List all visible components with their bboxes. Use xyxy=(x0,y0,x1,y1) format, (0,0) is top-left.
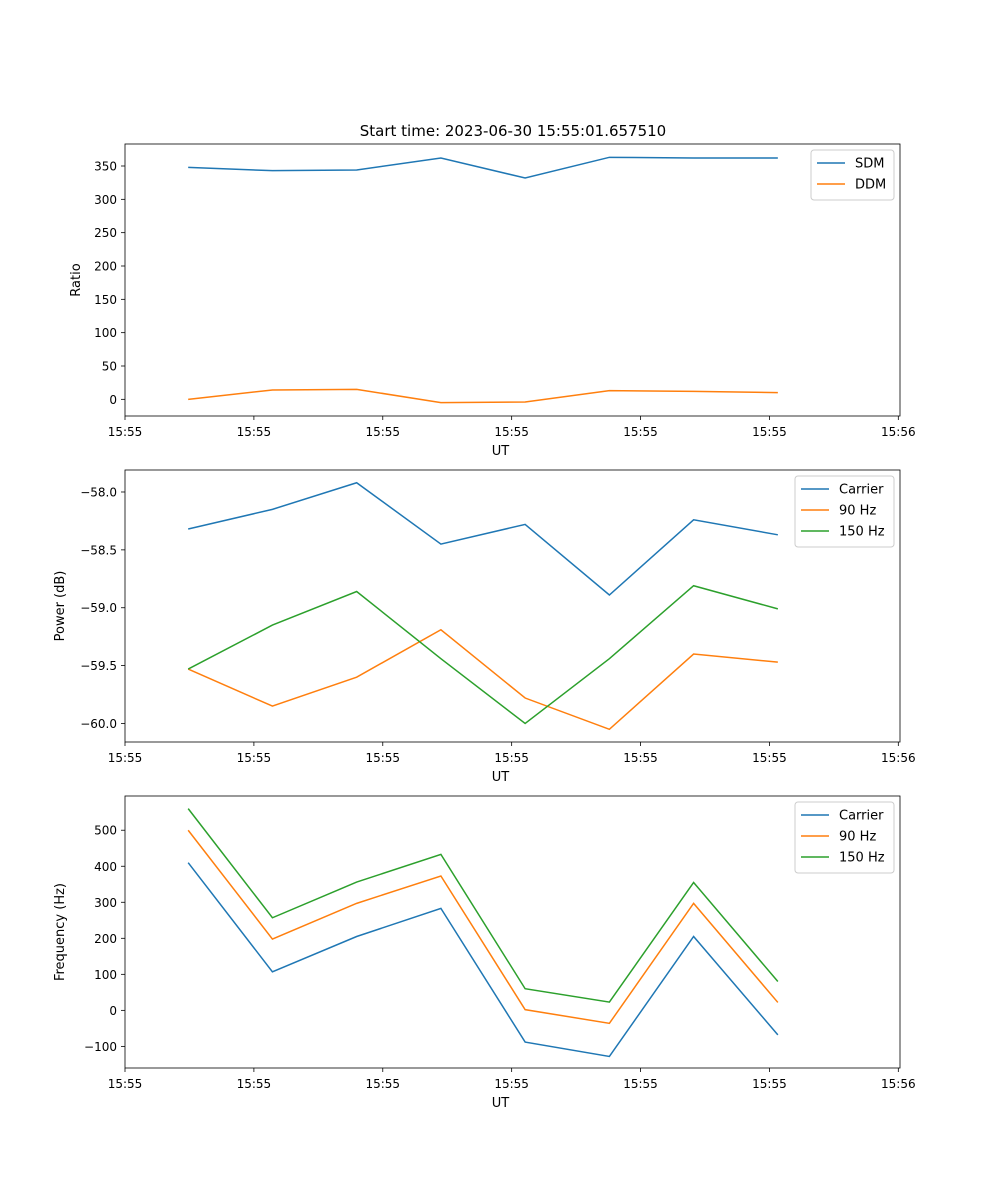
x-tick-label: 15:55 xyxy=(752,1077,787,1091)
series-line-carrier xyxy=(188,481,778,596)
legend: Carrier 90 Hz 150 Hz xyxy=(794,475,895,548)
x-axis-label: UT xyxy=(492,1096,510,1111)
series-line-sdm xyxy=(188,156,778,179)
x-tick-label: 15:55 xyxy=(365,751,400,765)
x-tick-label: 15:56 xyxy=(881,1077,916,1091)
x-tick-label: 15:55 xyxy=(623,425,658,439)
y-tick-label: −58.5 xyxy=(80,543,117,557)
y-tick-label: 200 xyxy=(94,260,117,274)
x-tick-label: 15:56 xyxy=(881,425,916,439)
y-tick-label: −59.0 xyxy=(80,601,117,615)
figure-title: Start time: 2023-06-30 15:55:01.657510 xyxy=(360,122,666,140)
x-tick-label: 15:55 xyxy=(623,1077,658,1091)
legend-box xyxy=(794,801,895,874)
legend-label: 150 Hz xyxy=(839,851,885,866)
y-axis-label: Power (dB) xyxy=(53,571,68,642)
y-tick-label: 400 xyxy=(94,860,117,874)
x-tick-label: 15:55 xyxy=(237,425,272,439)
chart-1: 15:55 15:55 15:55 15:55 15:55 15:55 15:56 0 50 10… xyxy=(69,143,916,459)
legend-label: Carrier xyxy=(839,483,884,498)
y-tick-label: −100 xyxy=(84,1040,117,1054)
x-tick-label: 15:55 xyxy=(752,425,787,439)
x-tick-label: 15:55 xyxy=(365,425,400,439)
y-tick-label: 50 xyxy=(102,360,117,374)
y-tick-label: 200 xyxy=(94,932,117,946)
y-axis-label: Ratio xyxy=(69,263,84,296)
chart-3: 15:55 15:55 15:55 15:55 15:55 15:55 15:56 −100 0… xyxy=(53,795,916,1111)
y-tick-label: 100 xyxy=(94,968,117,982)
series-line-90-hz xyxy=(187,628,778,731)
series-line-carrier xyxy=(187,862,779,1058)
x-tick-label: 15:55 xyxy=(108,1077,143,1091)
x-tick-label: 15:55 xyxy=(108,751,143,765)
y-tick-label: 300 xyxy=(94,193,117,207)
y-tick-label: 250 xyxy=(94,226,117,240)
x-tick-label: 15:55 xyxy=(365,1077,400,1091)
legend-label: Carrier xyxy=(839,809,884,824)
y-tick-label: 0 xyxy=(109,393,117,407)
series-line-90-hz xyxy=(187,829,779,1025)
x-axis-label: UT xyxy=(492,444,510,459)
legend-label: 90 Hz xyxy=(839,830,876,845)
x-tick-label: 15:56 xyxy=(881,751,916,765)
y-tick-label: 150 xyxy=(94,293,117,307)
x-tick-label: 15:55 xyxy=(494,751,529,765)
legend: Carrier 90 Hz 150 Hz xyxy=(794,801,895,874)
x-tick-label: 15:55 xyxy=(494,1077,529,1091)
y-tick-label: 300 xyxy=(94,896,117,910)
series-line-ddm xyxy=(188,388,778,404)
legend-label: 90 Hz xyxy=(839,504,876,519)
y-tick-label: −58.0 xyxy=(80,485,117,499)
y-tick-label: −60.0 xyxy=(80,717,117,731)
chart-2: 15:55 15:55 15:55 15:55 15:55 15:55 15:56 −60.0… xyxy=(53,469,916,785)
legend-label: 150 Hz xyxy=(839,525,885,540)
legend-label: DDM xyxy=(855,178,886,193)
axes-frame xyxy=(124,143,901,417)
series-line-150-hz xyxy=(187,584,779,725)
x-tick-label: 15:55 xyxy=(237,1077,272,1091)
legend-box xyxy=(794,475,895,548)
legend-label: SDM xyxy=(855,157,884,172)
x-tick-label: 15:55 xyxy=(108,425,143,439)
y-tick-label: 100 xyxy=(94,326,117,340)
axes-frame xyxy=(124,795,901,1069)
x-tick-label: 15:55 xyxy=(237,751,272,765)
x-tick-label: 15:55 xyxy=(752,751,787,765)
x-tick-label: 15:55 xyxy=(494,425,529,439)
axes-frame xyxy=(124,469,901,743)
y-tick-label: 350 xyxy=(94,160,117,174)
x-tick-label: 15:55 xyxy=(623,751,658,765)
y-tick-label: 500 xyxy=(94,824,117,838)
series-line-150-hz xyxy=(187,808,779,1003)
y-tick-label: 0 xyxy=(109,1004,117,1018)
y-tick-label: −59.5 xyxy=(80,659,117,673)
y-axis-label: Frequency (Hz) xyxy=(53,883,68,981)
legend: SDM DDM xyxy=(810,149,895,201)
x-axis-label: UT xyxy=(492,770,510,785)
